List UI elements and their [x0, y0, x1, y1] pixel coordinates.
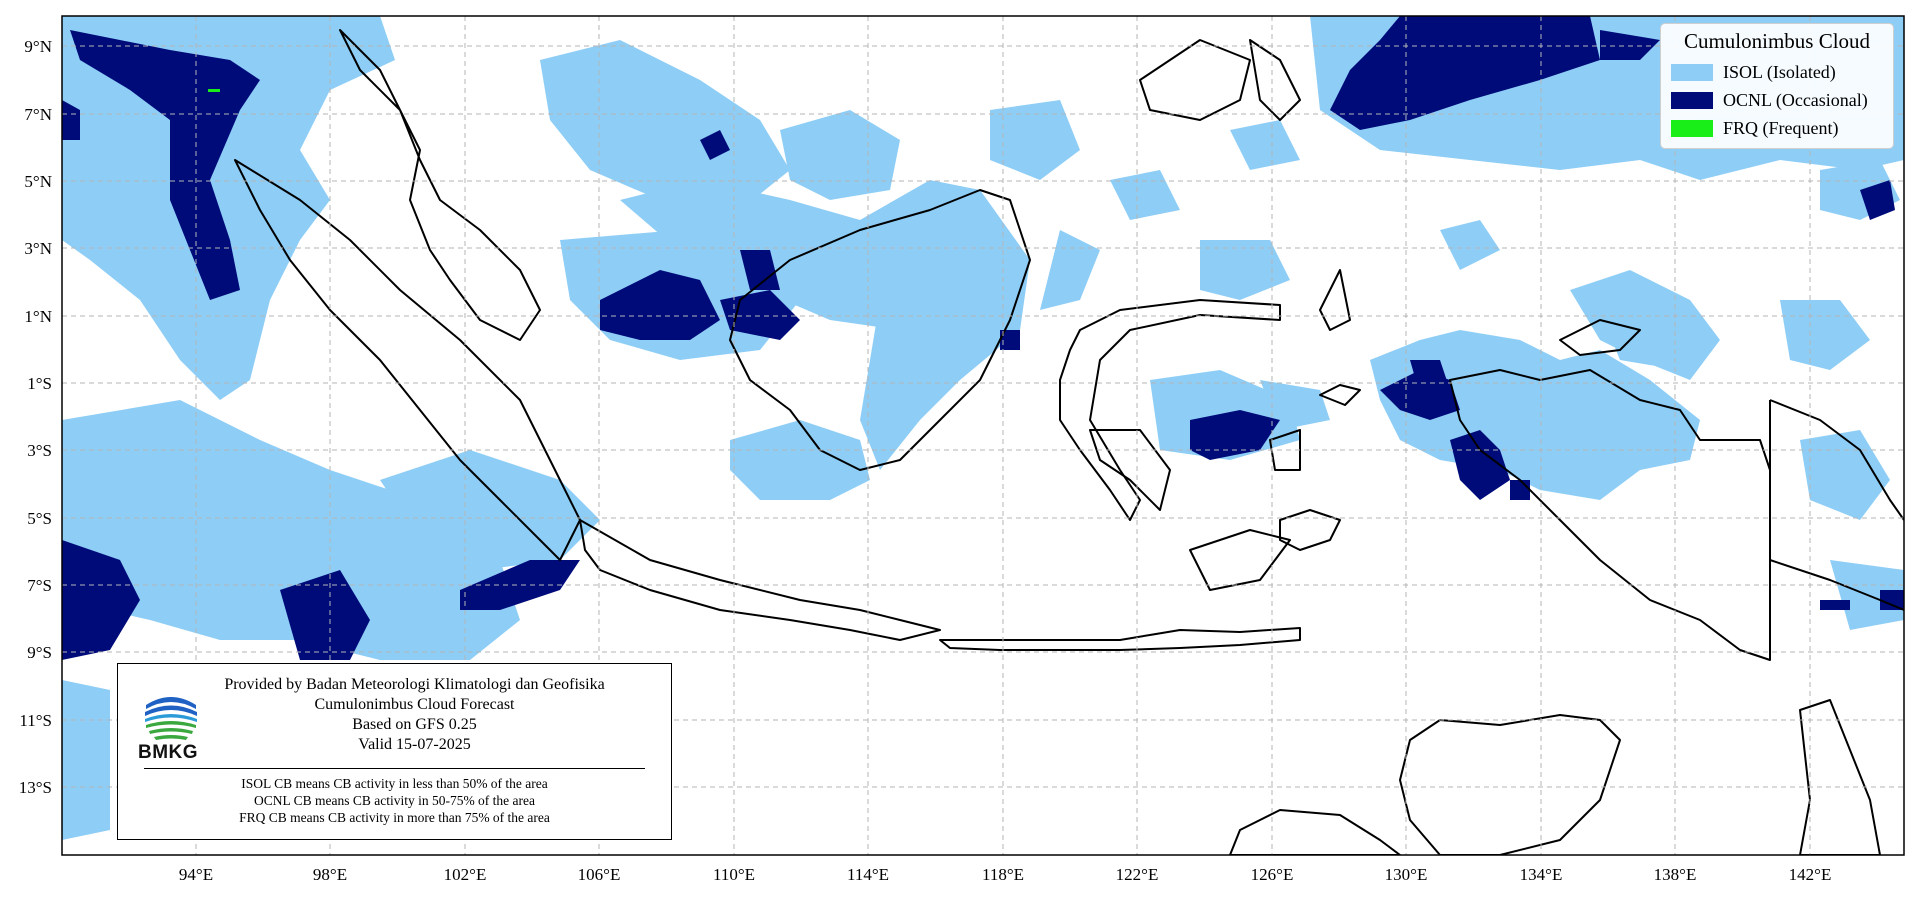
forecast-info-box: BMKG Provided by Badan Meteorologi Klima… — [117, 663, 672, 840]
isol-swatch — [1671, 63, 1713, 81]
ocnl-definition: OCNL CB means CB activity in 50-75% of t… — [253, 793, 536, 808]
coastline-outlines — [234, 29, 1904, 855]
lon-label: 142°E — [1789, 865, 1832, 884]
lat-label: 1°N — [24, 307, 52, 326]
valid-date-text: Valid 15-07-2025 — [358, 736, 471, 753]
lat-label: 7°S — [27, 576, 52, 595]
lon-label: 102°E — [444, 865, 487, 884]
lat-label: 5°N — [24, 172, 52, 191]
product-text: Cumulonimbus Cloud Forecast — [314, 696, 515, 713]
lon-label: 106°E — [578, 865, 621, 884]
lat-label: 9°S — [27, 643, 52, 662]
lat-label: 5°S — [27, 509, 52, 528]
model-text: Based on GFS 0.25 — [352, 716, 477, 733]
ocnl-cloud-areas — [62, 16, 1904, 660]
frq-cloud-area — [208, 89, 220, 92]
lon-label: 122°E — [1116, 865, 1159, 884]
lon-label: 110°E — [713, 865, 755, 884]
logo-label: BMKG — [138, 742, 199, 763]
map-legend: Cumulonimbus Cloud ISOL (Isolated) OCNL … — [1660, 23, 1894, 149]
lon-label: 126°E — [1251, 865, 1294, 884]
lon-label: 138°E — [1654, 865, 1697, 884]
lon-label: 134°E — [1520, 865, 1563, 884]
info-divider — [144, 768, 645, 769]
lon-label: 118°E — [982, 865, 1024, 884]
lon-label: 114°E — [847, 865, 889, 884]
legend-label: OCNL (Occasional) — [1723, 89, 1868, 110]
frq-definition: FRQ CB means CB activity in more than 75… — [239, 810, 550, 825]
ocnl-swatch — [1671, 91, 1713, 109]
legend-label: FRQ (Frequent) — [1723, 117, 1839, 138]
legend-label: ISOL (Isolated) — [1723, 61, 1836, 82]
lat-label: 11°S — [19, 711, 52, 730]
bmkg-logo — [144, 688, 198, 742]
legend-item-frq: FRQ (Frequent) — [1671, 116, 1839, 140]
legend-item-ocnl: OCNL (Occasional) — [1671, 88, 1868, 112]
map-frame — [61, 15, 1905, 856]
longitude-labels: 94°E 98°E 102°E 106°E 110°E 114°E 118°E … — [179, 865, 1831, 884]
legend-title: Cumulonimbus Cloud — [1683, 29, 1871, 53]
frq-swatch — [1671, 119, 1713, 137]
lat-label: 13°S — [19, 778, 52, 797]
lat-label: 3°N — [24, 239, 52, 258]
lat-lon-gridlines — [62, 16, 1904, 855]
lon-label: 130°E — [1385, 865, 1428, 884]
legend-item-isol: ISOL (Isolated) — [1671, 60, 1836, 84]
provider-text: Provided by Badan Meteorologi Klimatolog… — [224, 676, 605, 693]
lat-label: 1°S — [27, 374, 52, 393]
lon-label: 98°E — [313, 865, 347, 884]
lon-label: 94°E — [179, 865, 213, 884]
isol-definition: ISOL CB means CB activity in less than 5… — [241, 776, 548, 791]
latitude-labels: 9°N 7°N 5°N 3°N 1°N 1°S 3°S 5°S 7°S 9°S … — [19, 37, 52, 797]
lat-label: 9°N — [24, 37, 52, 56]
lat-label: 3°S — [27, 441, 52, 460]
lat-label: 7°N — [24, 105, 52, 124]
